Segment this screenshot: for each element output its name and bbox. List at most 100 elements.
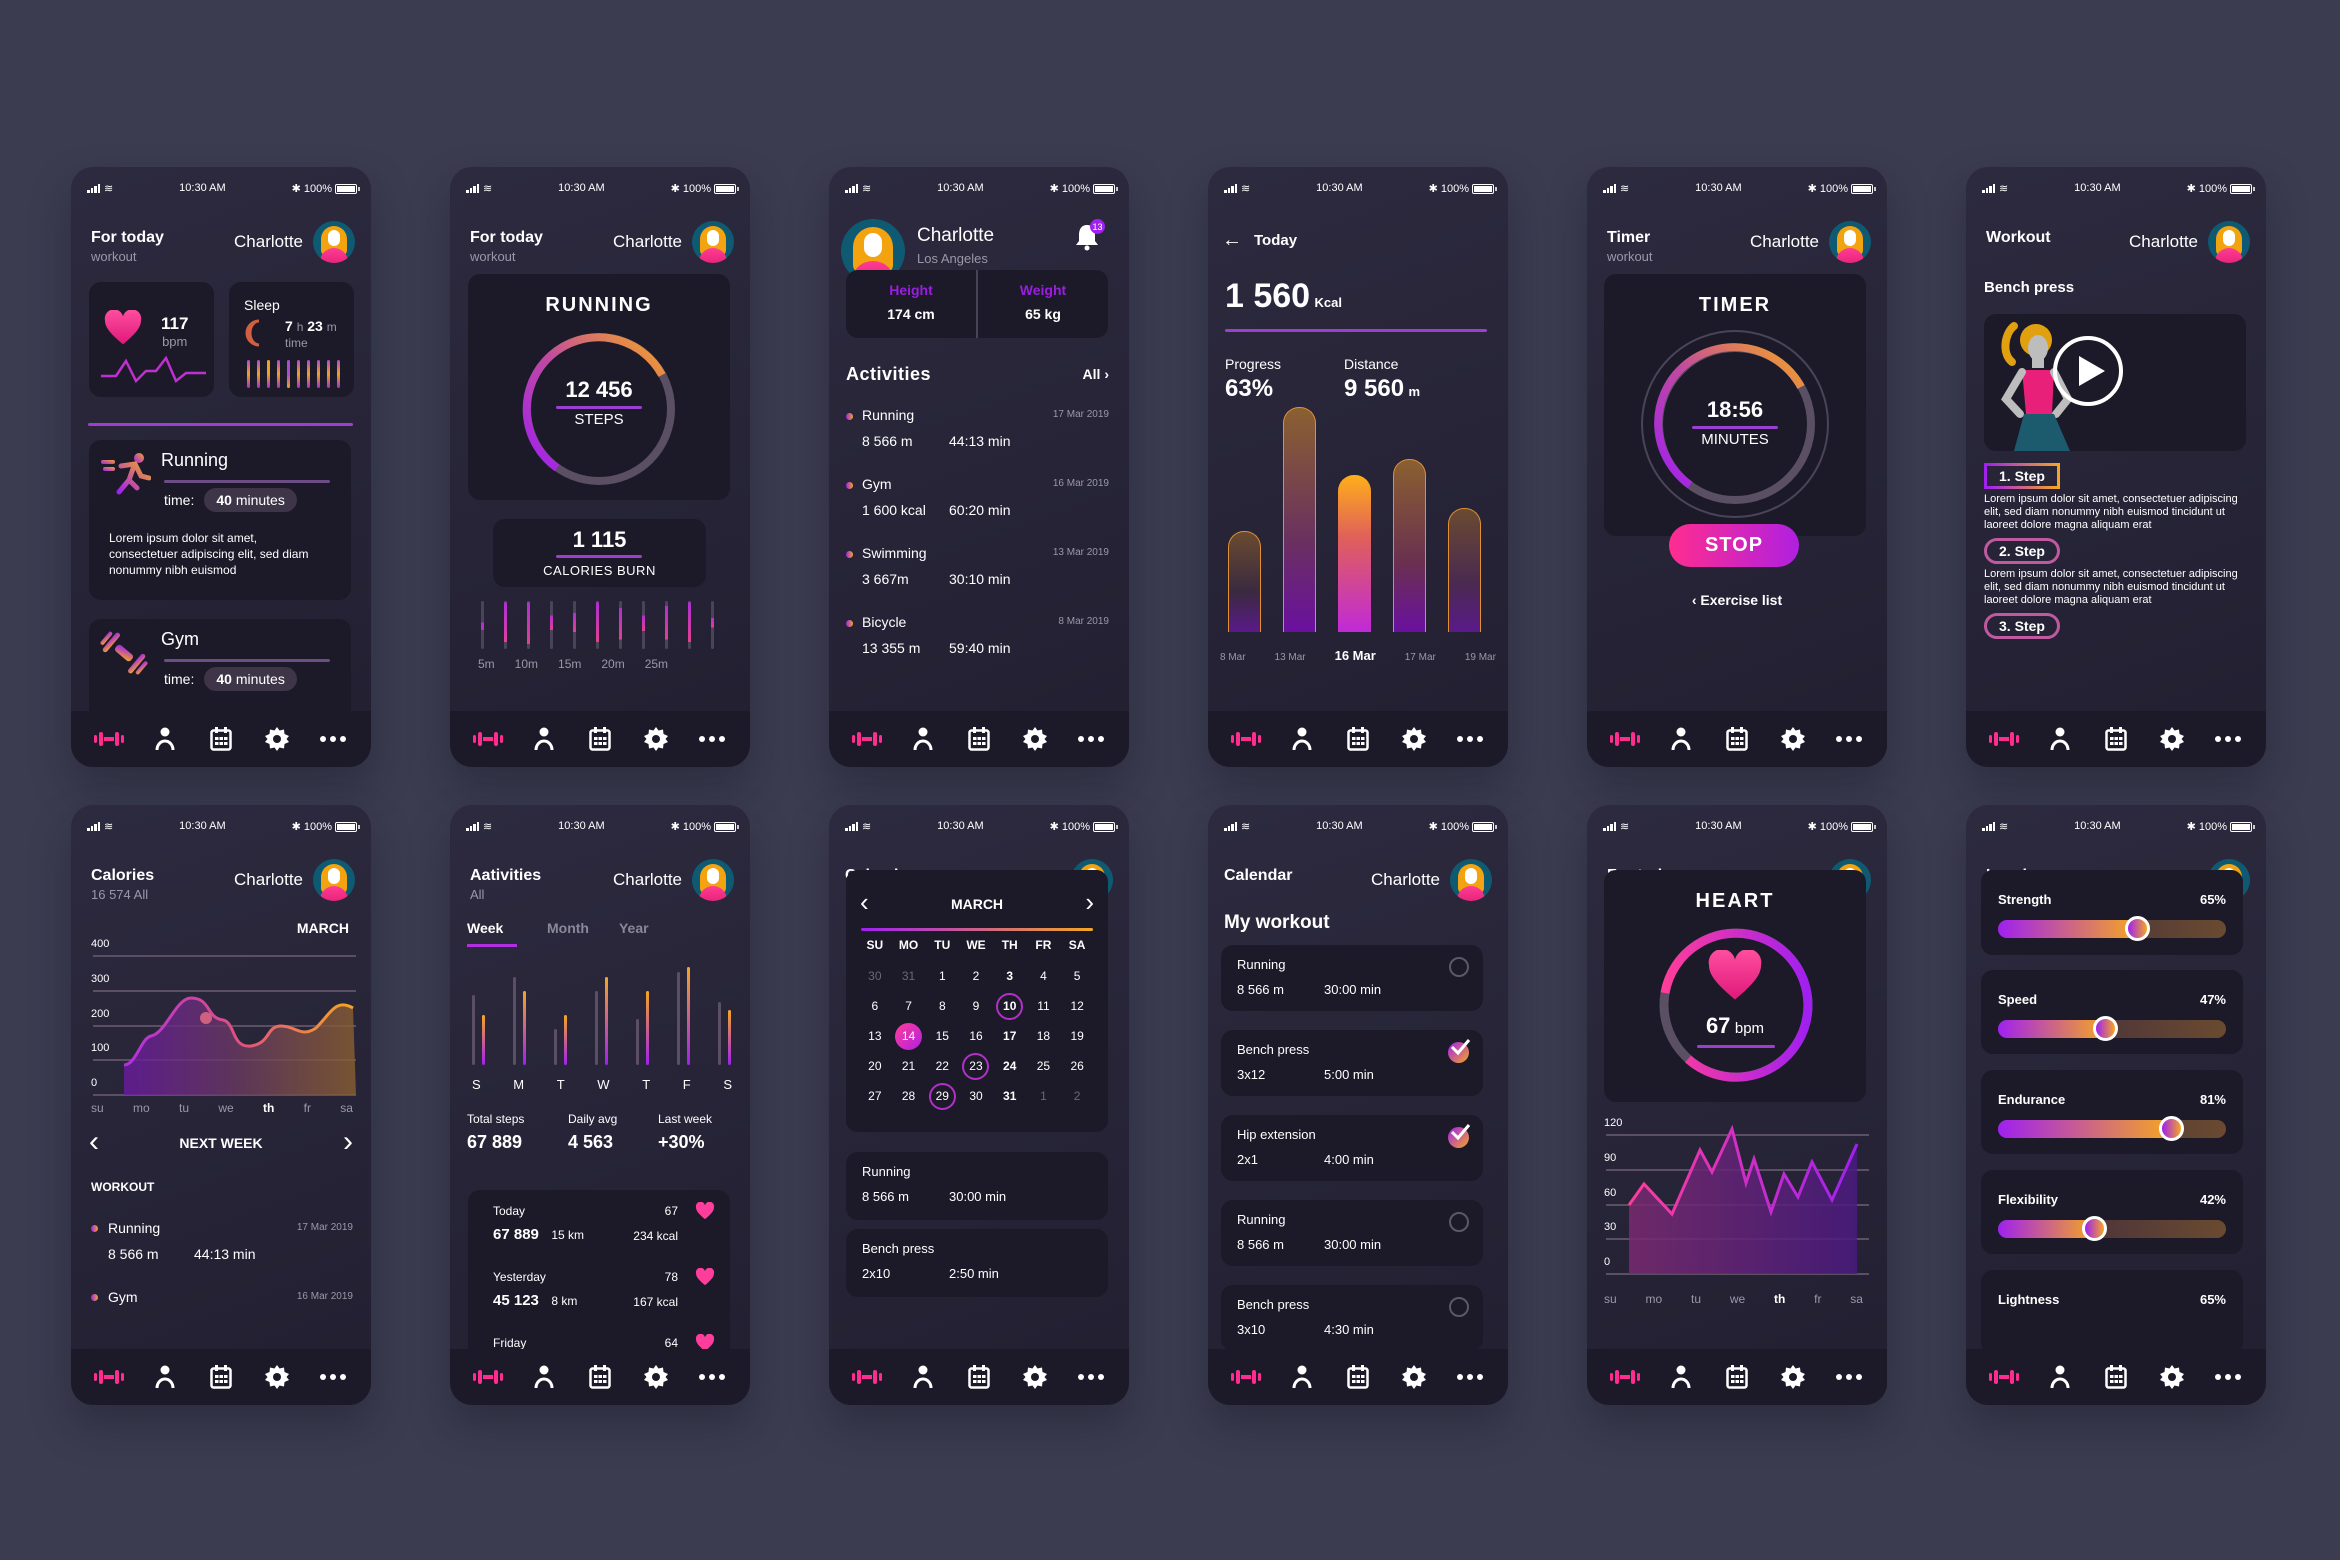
bar-highlighted[interactable]: [1338, 474, 1371, 632]
day-cell[interactable]: 13: [868, 1029, 882, 1043]
profile-icon[interactable]: [906, 1360, 940, 1394]
unchecked-circle-icon[interactable]: [1449, 957, 1469, 977]
bar[interactable]: [1283, 407, 1316, 632]
bar[interactable]: [1228, 530, 1261, 632]
day-cell[interactable]: 7: [905, 999, 912, 1013]
settings-icon[interactable]: [2155, 1360, 2189, 1394]
workout-item[interactable]: Running 8 566 m 30:00 min: [1221, 1200, 1483, 1266]
bar[interactable]: [1393, 458, 1426, 632]
avatar[interactable]: [2208, 221, 2250, 263]
settings-icon[interactable]: [260, 1360, 294, 1394]
see-all-link[interactable]: All ›: [1083, 366, 1109, 382]
day-cell[interactable]: 2: [1073, 1089, 1081, 1103]
more-icon[interactable]: [2211, 1360, 2245, 1394]
day-cell-marked[interactable]: 29: [928, 1082, 956, 1110]
more-icon[interactable]: [695, 1360, 729, 1394]
activity-card-running[interactable]: Running time: 40 minutes Lorem ipsum dolo…: [89, 440, 351, 600]
calendar-icon[interactable]: [1341, 722, 1375, 756]
settings-icon[interactable]: [639, 1360, 673, 1394]
prev-week-button[interactable]: ‹: [89, 1125, 99, 1158]
more-icon[interactable]: [1453, 1360, 1487, 1394]
level-slider[interactable]: [1998, 1016, 2226, 1041]
workout-icon[interactable]: [850, 722, 884, 756]
calendar-icon[interactable]: [2099, 1360, 2133, 1394]
next-week-button[interactable]: ›: [343, 1125, 353, 1158]
more-icon[interactable]: [1832, 722, 1866, 756]
calendar-icon[interactable]: [583, 722, 617, 756]
settings-icon[interactable]: [1397, 722, 1431, 756]
day-cell[interactable]: 11: [1037, 999, 1050, 1013]
avatar[interactable]: [1829, 221, 1871, 263]
day-cell[interactable]: 31: [1003, 1089, 1017, 1103]
day-cell[interactable]: 25: [1036, 1059, 1051, 1073]
day-cell[interactable]: 4: [1040, 969, 1047, 983]
activity-item[interactable]: Swimming 13 Mar 2019 3 667m 30:10 min: [846, 545, 1109, 614]
history-item[interactable]: Today 67 67 889 15 km 234 kcal: [493, 1202, 716, 1264]
workout-item[interactable]: Bench press 3x10 4:30 min: [1221, 1285, 1483, 1351]
profile-icon[interactable]: [1664, 1360, 1698, 1394]
step-badge[interactable]: 1. Step: [1984, 463, 2060, 489]
slider-thumb[interactable]: [2081, 1216, 2107, 1241]
checked-circle-icon[interactable]: [1448, 1124, 1471, 1148]
tab-month[interactable]: Month: [547, 920, 589, 936]
checked-circle-icon[interactable]: [1448, 1039, 1471, 1063]
bar-pair[interactable]: [513, 977, 527, 1065]
profile-icon[interactable]: [527, 1360, 561, 1394]
more-icon[interactable]: [316, 722, 350, 756]
workout-icon[interactable]: [92, 722, 126, 756]
bar-pair[interactable]: [472, 995, 486, 1065]
unchecked-circle-icon[interactable]: [1449, 1212, 1469, 1232]
day-cell[interactable]: 24: [1003, 1059, 1017, 1073]
day-cell[interactable]: 30: [868, 969, 882, 983]
day-cell[interactable]: 31: [901, 969, 916, 983]
avatar[interactable]: [313, 859, 355, 901]
calendar-icon[interactable]: [583, 1360, 617, 1394]
settings-icon[interactable]: [1776, 1360, 1810, 1394]
day-cell[interactable]: 15: [935, 1029, 949, 1043]
workout-icon[interactable]: [1229, 722, 1263, 756]
more-icon[interactable]: [2211, 722, 2245, 756]
bar[interactable]: [1448, 508, 1481, 632]
unchecked-circle-icon[interactable]: [1449, 1297, 1469, 1317]
bar-pair[interactable]: [554, 1015, 568, 1065]
workout-icon[interactable]: [1608, 722, 1642, 756]
day-cell[interactable]: 1: [938, 969, 946, 983]
step-badge[interactable]: 2. Step: [1984, 538, 2060, 564]
workout-icon[interactable]: [471, 722, 505, 756]
day-cell[interactable]: 6: [871, 999, 879, 1013]
calendar-entry[interactable]: Running 8 566 m 30:00 min: [846, 1152, 1108, 1220]
profile-icon[interactable]: [1285, 1360, 1319, 1394]
calendar-icon[interactable]: [1720, 1360, 1754, 1394]
workout-icon[interactable]: [1608, 1360, 1642, 1394]
settings-icon[interactable]: [1018, 1360, 1052, 1394]
heart-rate-card[interactable]: 117 bpm: [89, 282, 214, 397]
exercise-list-link[interactable]: ‹ Exercise list: [1587, 592, 1887, 608]
next-week-label[interactable]: NEXT WEEK: [179, 1135, 263, 1151]
day-cell[interactable]: 19: [1070, 1029, 1084, 1043]
day-cell[interactable]: 26: [1070, 1059, 1084, 1073]
tab-week[interactable]: Week: [467, 920, 517, 947]
day-cell[interactable]: 28: [901, 1089, 916, 1103]
day-cell[interactable]: 27: [868, 1089, 882, 1103]
day-cell[interactable]: 20: [868, 1059, 882, 1073]
settings-icon[interactable]: [2155, 722, 2189, 756]
day-cell[interactable]: 30: [969, 1089, 983, 1103]
workout-icon[interactable]: [471, 1360, 505, 1394]
step-badge[interactable]: 3. Step: [1984, 613, 2060, 639]
video-card[interactable]: [1984, 314, 2246, 451]
settings-icon[interactable]: [1018, 722, 1052, 756]
more-icon[interactable]: [1453, 722, 1487, 756]
history-item[interactable]: Yesterday 78 45 123 8 km 167 kcal: [493, 1268, 716, 1330]
avatar[interactable]: [692, 221, 734, 263]
day-cell-marked[interactable]: 10: [996, 992, 1024, 1020]
day-cell-selected[interactable]: 14: [895, 1022, 923, 1050]
profile-icon[interactable]: [148, 722, 182, 756]
settings-icon[interactable]: [260, 722, 294, 756]
slider-thumb[interactable]: [2125, 916, 2151, 941]
workout-icon[interactable]: [1987, 722, 2021, 756]
more-icon[interactable]: [1832, 1360, 1866, 1394]
profile-icon[interactable]: [1285, 722, 1319, 756]
tab-year[interactable]: Year: [618, 920, 649, 936]
notifications-button[interactable]: 13: [1074, 217, 1110, 253]
profile-icon[interactable]: [906, 722, 940, 756]
